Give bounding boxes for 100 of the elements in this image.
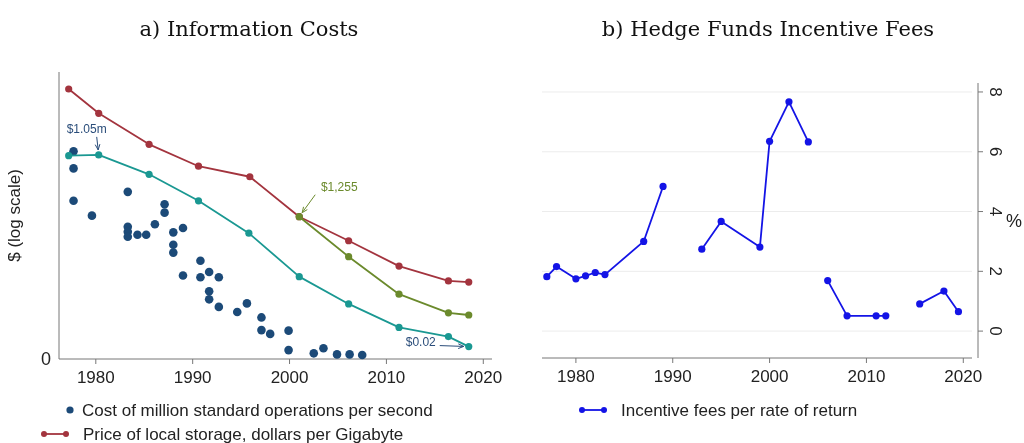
point [581,272,590,280]
x-tick-label: 2010 [847,367,886,386]
point [345,300,353,308]
y-tick-label: 8 [986,87,1005,97]
x-tick-label: 1980 [556,367,595,386]
point [204,286,214,296]
x-tick-label: 2000 [270,368,309,387]
legend-label: Incentive fees per rate of return [621,401,858,420]
x-tick-label: 1990 [173,368,212,387]
point [591,268,599,277]
point [465,278,473,286]
chart-title: b) Hedge Funds Incentive Fees [601,17,935,41]
point [824,276,832,285]
point [194,162,203,170]
point [284,326,293,335]
point [465,342,473,351]
x-tick-label: 1980 [76,368,115,387]
legend-label: Price of local storage, dollars per Gigabyte [83,425,404,443]
y-axis-title: % [1005,210,1023,231]
point [395,290,403,298]
point [204,267,214,277]
point [916,300,924,308]
point [601,271,609,279]
point [345,350,354,359]
point [214,272,224,282]
y-tick-label: 4 [986,206,1005,217]
point [196,256,205,266]
x-tick-label: 2010 [367,368,406,387]
point [954,308,963,316]
point [659,182,667,191]
point [232,307,242,317]
point [872,312,880,320]
point [756,243,764,251]
point [940,287,948,295]
point [69,196,78,206]
point [543,273,551,281]
point [804,138,812,146]
annotation: $0.02 [405,334,437,349]
point [552,262,561,271]
point [284,345,293,355]
point [214,302,224,312]
point [257,313,266,322]
y-axis-title: $ (log scale) [5,169,24,262]
point [160,208,169,217]
point [345,237,353,245]
point [169,248,178,257]
text: 0 [40,349,51,369]
point [882,312,890,320]
point [65,85,73,93]
point [785,98,793,106]
point [395,262,403,270]
point [444,277,453,285]
point [141,230,151,240]
point [65,152,73,160]
point [169,228,178,237]
point [178,271,188,280]
point [245,229,253,237]
legend-label: Cost of million standard operations per second [82,401,433,420]
point [95,109,103,117]
point [178,223,188,233]
point [169,240,178,250]
point [95,151,103,159]
point [640,237,648,246]
point [444,309,453,317]
x-tick-label: 2020 [464,368,503,387]
point [257,325,266,335]
point [444,332,453,341]
point [69,164,78,173]
point [204,295,214,304]
x-tick-label: 2020 [944,367,983,386]
y-tick-label: 0 [986,326,1005,336]
point [319,343,328,353]
annotation: $1.05m [66,121,107,136]
x-tick-label: 1990 [653,367,692,386]
point [196,272,205,282]
point [332,350,342,359]
point [145,170,153,178]
point [698,245,706,253]
point [87,211,97,220]
point [145,140,153,148]
point [160,199,169,209]
point [345,253,353,261]
point [194,197,203,205]
point [395,323,403,332]
point [765,137,774,145]
point [717,217,725,225]
point [572,275,580,283]
point [242,299,252,308]
point [295,273,303,281]
point [133,230,142,240]
chart-title: a) Information Costs [139,17,359,41]
annotation: $1,255 [320,179,358,194]
x-tick-label: 2000 [750,367,789,386]
y-tick-label: 6 [986,147,1005,157]
point [309,349,319,358]
point [265,329,275,339]
y-tick-label: 2 [986,266,1005,277]
point [246,173,254,181]
point [465,311,473,319]
point [357,350,367,360]
